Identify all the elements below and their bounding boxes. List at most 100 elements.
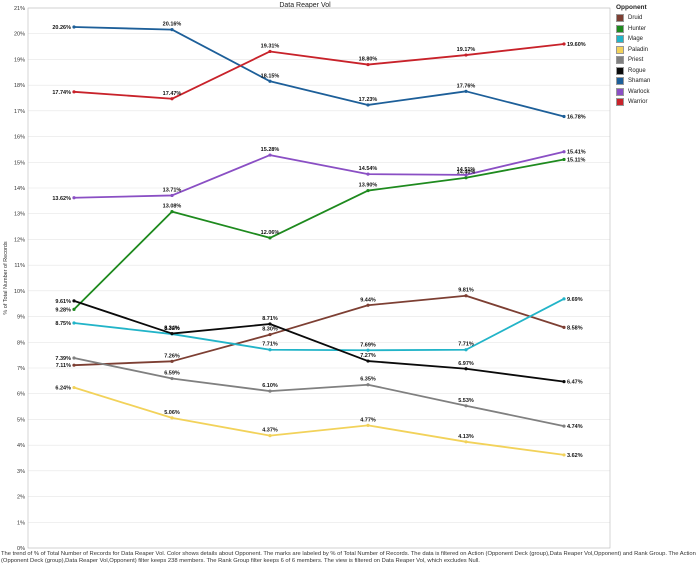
- y-tick-label: 16%: [14, 135, 25, 141]
- data-label-rogue: 9.61%: [55, 299, 71, 305]
- data-point-rogue: [72, 299, 76, 303]
- data-label-rogue: 6.97%: [458, 361, 474, 367]
- data-label-warlock: 13.71%: [163, 187, 182, 193]
- data-point-paladin: [366, 423, 370, 427]
- series-line-mage: [73, 298, 565, 352]
- data-point-shaman: [268, 79, 272, 83]
- y-tick-label: 6%: [17, 392, 25, 398]
- data-point-shaman: [464, 89, 468, 93]
- y-tick-label: 20%: [14, 32, 25, 38]
- data-point-priest: [72, 356, 76, 360]
- data-point-mage: [464, 348, 468, 352]
- legend-item-mage: Mage: [616, 34, 698, 45]
- data-point-shaman: [562, 114, 566, 119]
- data-label-shaman: 17.23%: [359, 97, 378, 103]
- data-label-priest: 7.39%: [55, 356, 71, 362]
- y-tick-label: 7%: [17, 366, 25, 372]
- data-label-mage: 7.69%: [360, 342, 376, 348]
- data-point-warlock: [268, 153, 272, 157]
- data-label-mage: 9.69%: [567, 297, 583, 303]
- series-line-hunter: [73, 158, 565, 311]
- y-tick-label: 18%: [14, 83, 25, 89]
- legend-label: Paladin: [628, 46, 649, 53]
- data-point-hunter: [268, 236, 272, 240]
- y-tick-label: 8%: [17, 340, 25, 346]
- data-point-priest: [464, 404, 468, 408]
- data-label-hunter: 14.40%: [457, 170, 476, 176]
- y-tick-label: 2%: [17, 495, 25, 501]
- data-label-rogue: 8.71%: [262, 316, 278, 322]
- data-point-priest: [268, 389, 272, 393]
- data-point-warlock: [464, 173, 468, 177]
- legend-label: Priest: [628, 57, 644, 64]
- data-label-priest: 4.74%: [567, 424, 583, 430]
- legend-swatch: [616, 98, 624, 107]
- data-label-mage: 8.75%: [55, 321, 71, 327]
- data-label-druid: 8.30%: [262, 327, 278, 333]
- legend-label: Warrior: [628, 99, 648, 106]
- legend-label: Mage: [628, 36, 644, 43]
- data-point-warlock: [562, 150, 566, 154]
- data-point-warlock: [366, 172, 370, 176]
- legend-item-shaman: Shaman: [616, 76, 698, 87]
- data-label-warlock: 15.41%: [567, 150, 586, 156]
- data-point-paladin: [562, 453, 566, 457]
- data-point-hunter: [562, 157, 566, 162]
- data-point-mage: [72, 321, 76, 325]
- data-label-rogue: 6.47%: [567, 380, 583, 386]
- series-line-shaman: [73, 26, 565, 118]
- data-labels: 7.11% 7.26% 8.30% 9.44% 9.81% 8.58% 9.28% 13.08…: [52, 22, 585, 459]
- data-label-priest: 6.35%: [360, 377, 376, 383]
- y-tick-label: 17%: [14, 109, 25, 115]
- legend-item-warrior: Warrior: [616, 97, 698, 108]
- series-line-druid: [73, 294, 565, 367]
- data-point-rogue: [464, 367, 468, 371]
- data-point-druid: [268, 332, 272, 337]
- legend-label: Druid: [628, 15, 643, 22]
- series-line-priest: [73, 357, 565, 427]
- data-label-druid: 7.26%: [164, 353, 180, 359]
- data-label-priest: 5.53%: [458, 398, 474, 404]
- y-tick-label: 0%: [17, 546, 25, 552]
- data-point-mage: [562, 297, 566, 301]
- axes: 0% 1% 2% 3% 4% 5% 6% 7% 8% 9% 10% 11% 12% 13% 14% 15% 16…: [3, 6, 611, 552]
- data-label-priest: 6.59%: [164, 371, 180, 377]
- data-point-warrior: [72, 90, 76, 94]
- data-label-shaman: 20.26%: [52, 25, 71, 31]
- legend-label: Rogue: [628, 67, 646, 74]
- data-label-warlock: 13.62%: [52, 196, 71, 202]
- data-point-druid: [366, 303, 370, 307]
- data-label-warrior: 17.74%: [52, 90, 71, 96]
- legend-swatch: [616, 87, 624, 96]
- legend-swatch: [616, 14, 624, 23]
- data-point-hunter: [366, 188, 370, 193]
- y-tick-label: 14%: [14, 186, 25, 192]
- data-label-shaman: 17.76%: [457, 83, 476, 89]
- data-point-paladin: [268, 434, 272, 438]
- data-label-priest: 6.10%: [262, 383, 278, 389]
- data-point-warlock: [72, 196, 76, 200]
- data-point-rogue: [170, 331, 174, 336]
- data-label-warrior: 19.31%: [261, 43, 280, 49]
- legend-item-priest: Priest: [616, 55, 698, 66]
- series-line-warlock: [73, 150, 565, 199]
- data-point-druid: [562, 325, 566, 329]
- data-label-hunter: 9.28%: [55, 307, 71, 313]
- data-point-shaman: [170, 28, 174, 32]
- legend-swatch: [616, 56, 624, 65]
- data-label-warrior: 18.80%: [359, 57, 378, 63]
- chart-caption: The trend of % of Total Number of Record…: [1, 551, 696, 565]
- legend-swatch: [616, 24, 624, 33]
- data-point-shaman: [72, 25, 76, 29]
- data-point-warlock: [170, 193, 174, 198]
- data-label-warrior: 19.60%: [567, 42, 586, 48]
- data-point-warrior: [464, 53, 468, 57]
- data-label-warrior: 19.17%: [457, 47, 476, 53]
- y-tick-label: 21%: [14, 6, 25, 12]
- data-point-paladin: [464, 440, 468, 444]
- data-point-priest: [562, 424, 566, 428]
- legend-swatch: [616, 66, 624, 75]
- data-label-druid: 9.44%: [360, 297, 376, 303]
- legend-item-hunter: Hunter: [616, 24, 698, 35]
- legend-item-rogue: Rogue: [616, 66, 698, 77]
